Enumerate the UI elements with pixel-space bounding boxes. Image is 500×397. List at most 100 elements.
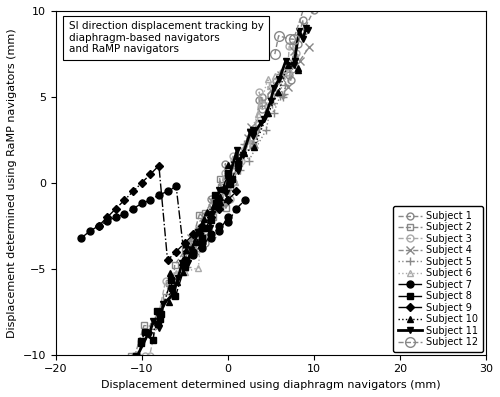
Subject 9 — [96, 224, 102, 228]
Subject 10 — [210, 203, 216, 208]
Subject 9 — [208, 215, 214, 220]
Subject 1 — [250, 144, 256, 148]
Subject 8 — [213, 201, 219, 206]
Subject 4 — [220, 186, 226, 191]
Subject 11 — [146, 333, 152, 338]
Subject 5 — [270, 110, 276, 115]
Subject 8 — [138, 338, 144, 343]
Subject 1 — [286, 72, 292, 77]
Subject 10 — [194, 240, 200, 245]
Subject 10 — [166, 300, 172, 304]
Subject 7 — [208, 235, 214, 240]
Subject 11 — [291, 63, 297, 68]
Subject 3 — [231, 158, 237, 163]
Subject 5 — [279, 93, 285, 97]
Subject 3 — [222, 171, 228, 176]
Subject 3 — [280, 70, 286, 75]
Subject 10 — [265, 110, 271, 115]
Subject 11 — [207, 225, 213, 230]
Subject 11 — [235, 158, 241, 163]
Subject 5 — [220, 203, 226, 208]
Subject 7 — [113, 215, 119, 220]
Subject 9 — [113, 206, 119, 211]
Subject 10 — [224, 196, 230, 201]
Subject 4 — [192, 249, 198, 253]
Subject 7 — [190, 252, 196, 257]
Legend: Subject 1, Subject 2, Subject 3, Subject 4, Subject 5, Subject 6, Subject 7, Sub: Subject 1, Subject 2, Subject 3, Subject… — [393, 206, 483, 352]
Subject 3 — [230, 154, 236, 158]
Subject 4 — [210, 198, 216, 203]
Subject 1 — [250, 128, 256, 133]
Subject 7 — [122, 212, 128, 216]
Line: Subject 9: Subject 9 — [96, 163, 239, 263]
Subject 9 — [122, 198, 128, 202]
Subject 11 — [268, 99, 274, 104]
Subject 2 — [186, 247, 192, 252]
Subject 11 — [214, 197, 220, 202]
Subject 6 — [220, 185, 226, 190]
Subject 11 — [216, 188, 222, 193]
Subject 3 — [286, 44, 292, 49]
Line: Subject 6: Subject 6 — [173, 72, 278, 276]
Subject 6 — [272, 73, 278, 78]
Subject 9 — [156, 163, 162, 168]
Subject 5 — [240, 142, 246, 146]
Subject 9 — [138, 181, 144, 185]
Subject 7 — [199, 241, 205, 245]
Subject 6 — [215, 194, 221, 199]
Subject 3 — [258, 103, 264, 108]
Subject 5 — [268, 101, 274, 106]
Subject 1 — [288, 78, 294, 83]
Subject 6 — [244, 137, 250, 142]
Subject 12 — [304, 0, 310, 3]
Subject 12 — [276, 33, 281, 38]
Subject 4 — [278, 72, 284, 77]
Subject 11 — [156, 326, 162, 330]
Y-axis label: Displacement determined using RaMP navigators (mm): Displacement determined using RaMP navig… — [7, 28, 17, 338]
Subject 9 — [104, 215, 110, 220]
Subject 8 — [158, 312, 164, 317]
Subject 8 — [202, 225, 208, 230]
Subject 10 — [174, 279, 180, 284]
Subject 2 — [116, 380, 122, 384]
Subject 8 — [227, 181, 233, 186]
Subject 3 — [130, 365, 136, 370]
Subject 4 — [188, 235, 194, 240]
Subject 1 — [300, 17, 306, 22]
Subject 5 — [196, 233, 202, 238]
Subject 11 — [150, 318, 156, 323]
Subject 7 — [216, 224, 222, 228]
Line: Subject 10: Subject 10 — [166, 62, 301, 306]
Subject 8 — [138, 340, 144, 345]
Line: Subject 8: Subject 8 — [132, 161, 242, 364]
Subject 11 — [160, 302, 166, 306]
Subject 11 — [124, 381, 130, 385]
Subject 8 — [208, 217, 214, 222]
Subject 9 — [148, 172, 154, 177]
Subject 10 — [240, 150, 246, 155]
Subject 6 — [222, 185, 228, 189]
Subject 10 — [179, 260, 185, 265]
Subject 11 — [276, 77, 282, 82]
Subject 11 — [304, 28, 310, 33]
Subject 4 — [225, 169, 231, 174]
Line: Subject 12: Subject 12 — [270, 0, 412, 59]
Subject 11 — [170, 292, 176, 297]
Subject 10 — [168, 270, 173, 275]
Subject 11 — [175, 276, 181, 280]
Subject 11 — [304, 26, 310, 31]
Subject 7 — [130, 206, 136, 211]
Subject 2 — [236, 160, 242, 165]
Subject 1 — [274, 79, 280, 84]
Text: SI direction displacement tracking by
diaphragm-based navigators
and RaMP naviga: SI direction displacement tracking by di… — [68, 21, 264, 54]
Subject 6 — [226, 179, 232, 184]
Subject 5 — [280, 95, 286, 100]
Subject 9 — [216, 206, 222, 211]
Subject 3 — [256, 90, 262, 94]
Subject 11 — [145, 331, 151, 336]
Subject 10 — [212, 202, 218, 207]
Subject 4 — [244, 135, 250, 140]
Subject 10 — [182, 241, 188, 246]
Subject 2 — [118, 373, 124, 378]
Subject 3 — [227, 197, 233, 201]
